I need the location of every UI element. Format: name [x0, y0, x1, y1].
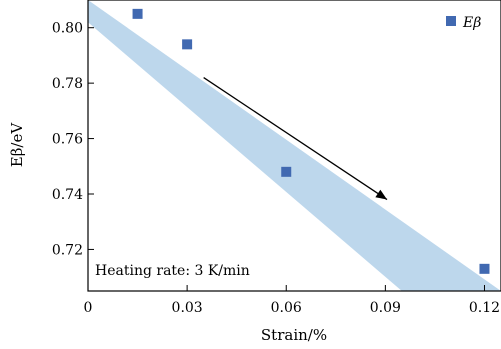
- plot-frame: [87, 0, 501, 292]
- annotation-background: [91, 257, 305, 284]
- heating-rate-annotation: Heating rate: 3 K/min: [95, 263, 250, 279]
- x-tick-label: 0.09: [370, 300, 401, 316]
- trend-arrow-layer: [203, 77, 388, 201]
- y-tick-label: 0.76: [52, 132, 83, 148]
- y-tick-label: 0.72: [52, 242, 83, 258]
- legend: Eβ: [446, 15, 481, 31]
- y-tick-label: 0.80: [52, 21, 83, 37]
- confidence-band-layer: [88, 0, 501, 291]
- y-tick-label: 0.78: [52, 76, 83, 92]
- data-point: [281, 166, 292, 177]
- data-point: [182, 39, 193, 50]
- data-point: [479, 263, 490, 274]
- shaded-band: [88, 0, 501, 291]
- y-tick-label: 0.74: [52, 187, 83, 203]
- x-tick-label: 0.03: [172, 300, 203, 316]
- data-points-layer: [132, 8, 490, 274]
- trend-arrow-head: [375, 189, 388, 200]
- legend-label: Eβ: [462, 15, 481, 31]
- trend-arrow-shaft: [203, 77, 388, 201]
- data-point: [132, 8, 143, 19]
- x-axis-title: Strain/%: [261, 326, 327, 344]
- x-tick-label: 0: [84, 300, 93, 316]
- x-tick-label: 0.06: [271, 300, 302, 316]
- x-tick-label: 0.12: [469, 300, 500, 316]
- y-axis-title: Eβ/eV: [8, 122, 26, 168]
- ticks-layer: 0 0.03 0.06 0.09 0.12 0.72 0.74 0.76 0.78 0.80: [52, 21, 500, 316]
- legend-marker: [446, 16, 456, 26]
